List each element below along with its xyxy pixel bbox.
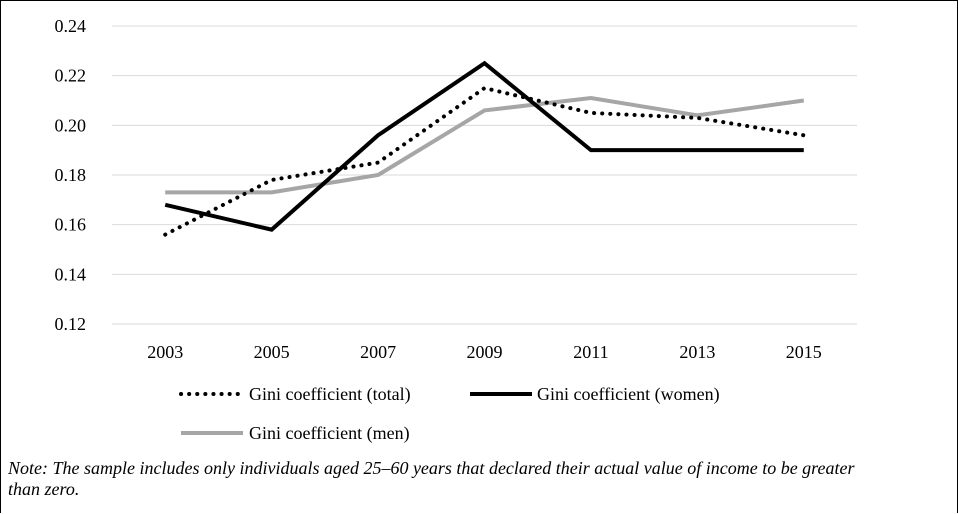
y-axis-ticks: 0.12 0.14 0.16 0.18 0.20 0.22 0.24 (55, 16, 87, 334)
y-tick-label: 0.12 (55, 314, 87, 334)
y-tick-label: 0.20 (55, 115, 87, 135)
x-tick-label: 2007 (360, 342, 396, 362)
y-tick-label: 0.22 (55, 66, 87, 86)
legend-label-total: Gini coefficient (total) (249, 384, 411, 405)
x-tick-label: 2009 (467, 342, 503, 362)
series-line-men (165, 95, 805, 195)
x-tick-label: 2003 (147, 342, 183, 362)
legend: Gini coefficient (total) Gini coefficien… (179, 384, 720, 444)
y-tick-label: 0.24 (55, 16, 87, 36)
legend-item-men: Gini coefficient (men) (181, 423, 410, 444)
gridlines (112, 25, 857, 325)
series-lines (163, 60, 806, 237)
y-tick-label: 0.18 (55, 165, 87, 185)
y-tick-label: 0.16 (55, 215, 87, 235)
legend-label-women: Gini coefficient (women) (537, 384, 720, 405)
x-axis-ticks: 2003 2005 2007 2009 2011 2013 2015 (147, 342, 822, 362)
x-tick-label: 2015 (786, 342, 822, 362)
chart-note: Note: The sample includes only individua… (8, 458, 855, 499)
series-line-total (163, 85, 806, 237)
x-tick-label: 2005 (254, 342, 290, 362)
legend-label-men: Gini coefficient (men) (249, 423, 410, 444)
x-tick-label: 2013 (679, 342, 715, 362)
legend-item-women: Gini coefficient (women) (470, 384, 720, 405)
y-tick-label: 0.14 (55, 264, 87, 284)
series-line-women (164, 60, 804, 232)
line-chart: 0.120.140.160.180.200.220.24 2003 2005 200… (55, 16, 857, 444)
legend-item-total: Gini coefficient (total) (179, 384, 411, 405)
x-tick-label: 2011 (573, 342, 608, 362)
